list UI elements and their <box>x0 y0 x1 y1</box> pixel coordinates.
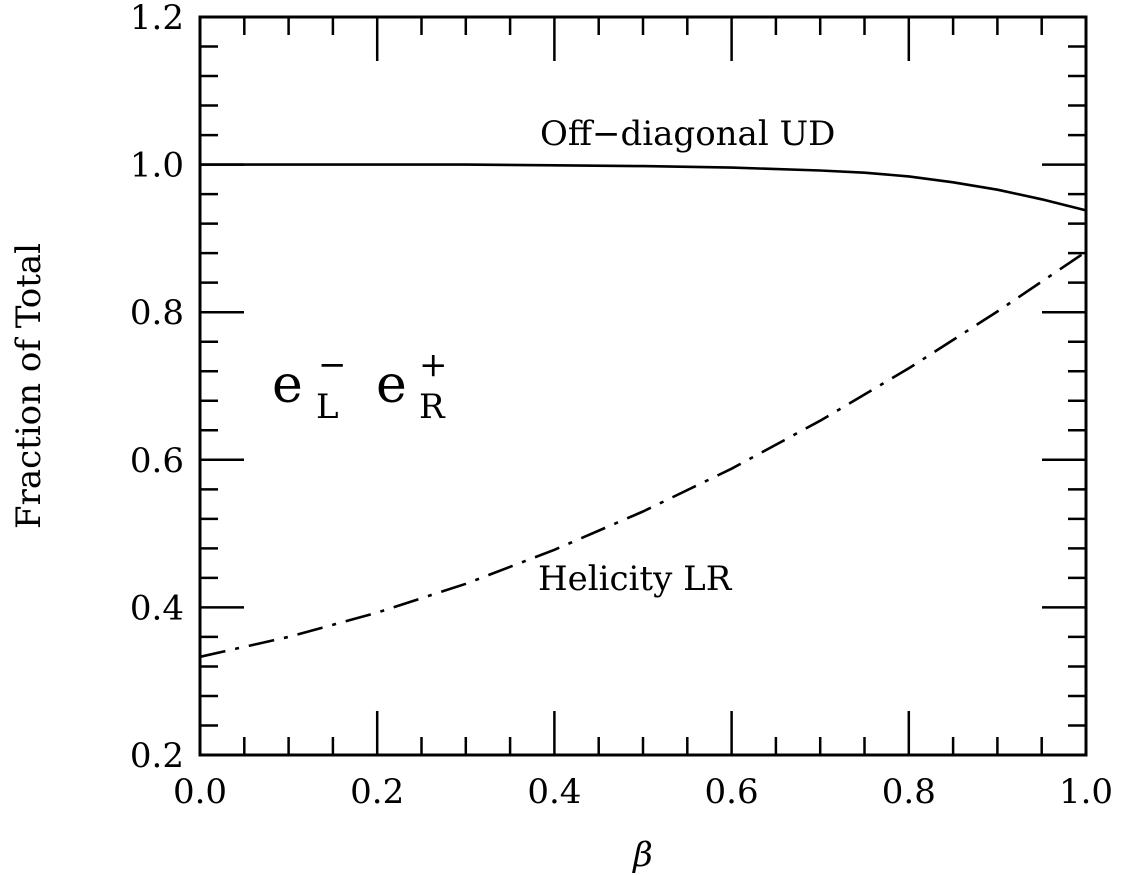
positron-symbol: e <box>376 355 407 415</box>
electron-charge: − <box>318 345 347 385</box>
positron-helicity: R <box>419 387 446 427</box>
series-label-off-diagonal-ud: Off−diagonal UD <box>540 114 835 154</box>
series-layer <box>199 163 1087 659</box>
x-tick-label: 0.0 <box>173 772 227 812</box>
y-tick-label: 0.8 <box>130 293 184 333</box>
x-axis-title: β <box>631 835 653 875</box>
x-tick-label: 0.6 <box>705 772 759 812</box>
y-tick-label: 0.6 <box>130 441 184 481</box>
electron-helicity: L <box>316 387 339 427</box>
x-tick-label: 0.8 <box>882 772 936 812</box>
series-line-helicity-lr <box>199 250 1087 659</box>
electron-symbol: e <box>272 355 303 415</box>
y-tick-label: 1.0 <box>130 146 184 186</box>
series-line-off-diagonal-ud <box>200 163 1087 212</box>
x-tick-label: 0.4 <box>527 772 581 812</box>
x-tick-label: 0.2 <box>350 772 404 812</box>
y-tick-label: 0.4 <box>130 588 184 628</box>
positron-charge: + <box>419 345 448 385</box>
y-tick-label: 0.2 <box>130 736 184 776</box>
x-tick-label: 1.0 <box>1059 772 1113 812</box>
y-tick-label: 1.2 <box>130 0 184 38</box>
series-label-helicity-lr: Helicity LR <box>538 559 733 599</box>
beam-annotation: e − L e + R <box>272 345 448 427</box>
y-axis-title: Fraction of Total <box>9 243 49 529</box>
tick-labels: 0.0 0.2 0.4 0.6 0.8 1.00.20.40.60.81.01.2 <box>130 0 1113 812</box>
